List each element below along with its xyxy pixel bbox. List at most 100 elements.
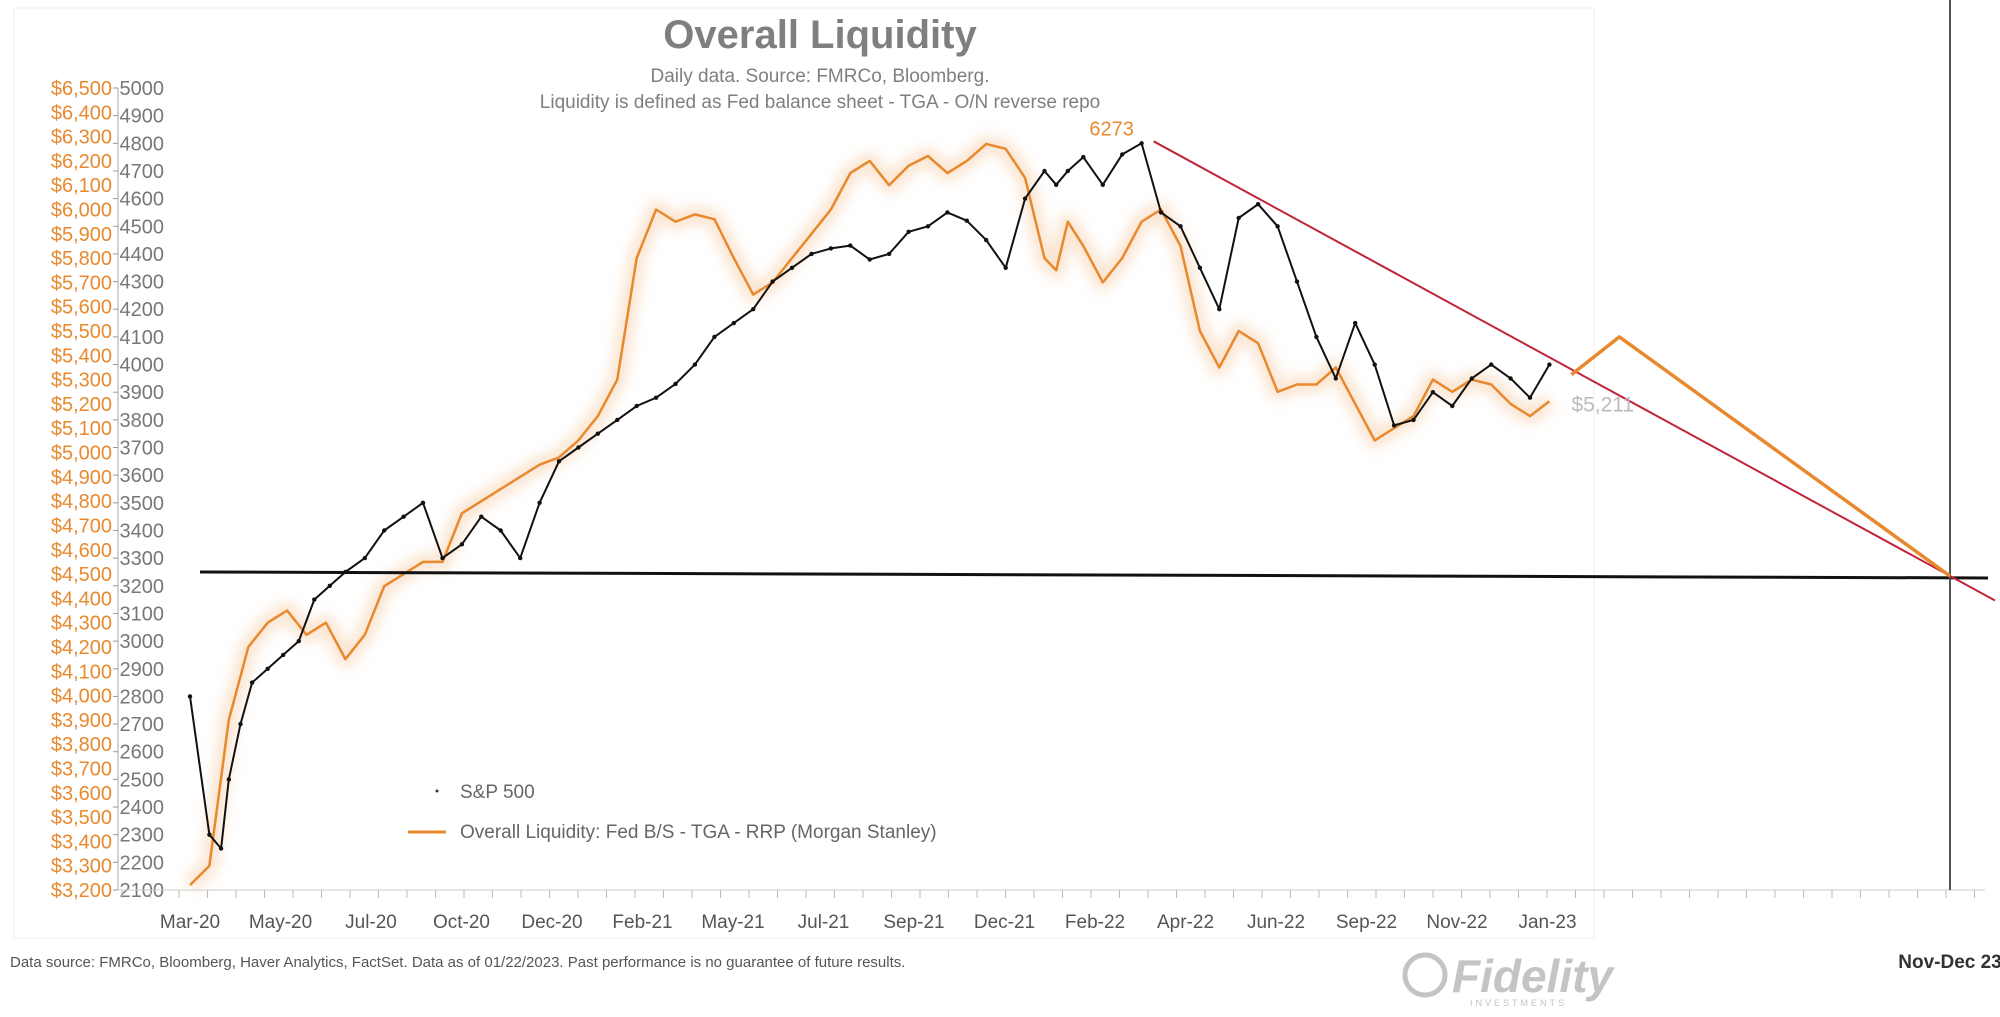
sp500-point xyxy=(886,251,892,257)
left-tick-label: $4,200 xyxy=(51,637,112,659)
sp500-point xyxy=(265,666,270,671)
sp500-series-line xyxy=(189,142,1551,850)
x-tick-label-projection: Nov-Dec 23 xyxy=(1898,952,2000,973)
sp500-point xyxy=(1178,224,1183,229)
sp500-point xyxy=(1139,141,1144,146)
right-tick-label: 4700 xyxy=(120,161,165,183)
left-tick-label: $3,400 xyxy=(51,831,112,853)
peak-label: 6273 xyxy=(1089,118,1134,140)
sp500-point xyxy=(296,638,301,644)
sp500-point xyxy=(518,555,523,561)
sp500-point xyxy=(537,500,542,505)
left-tick-label: $6,200 xyxy=(51,151,112,173)
sp500-point xyxy=(653,395,659,400)
sp500-point xyxy=(420,500,426,505)
right-tick-label: 2200 xyxy=(120,852,165,874)
right-tick-label: 4600 xyxy=(120,189,165,211)
sp500-point xyxy=(1003,265,1008,270)
sp500-point xyxy=(556,459,562,464)
x-tick-label: Jun-22 xyxy=(1247,912,1305,933)
sp500-point xyxy=(1391,423,1397,428)
left-tick-label: $3,500 xyxy=(51,807,112,829)
right-tick-label: 3200 xyxy=(120,576,165,598)
footnote: Data source: FMRCo, Bloomberg, Haver Ana… xyxy=(10,954,905,971)
left-tick-label: $5,100 xyxy=(51,418,112,440)
sp500-point xyxy=(634,403,639,409)
left-tick-label: $6,500 xyxy=(51,78,112,100)
left-tick-label: $5,700 xyxy=(51,272,112,294)
left-tick-label: $4,300 xyxy=(51,613,112,635)
right-tick-label: 3900 xyxy=(120,382,165,404)
logo-globe-icon xyxy=(1402,952,1448,998)
chart-subtitle-1: Daily data. Source: FMRCo, Bloomberg. xyxy=(651,66,990,87)
sp500-point xyxy=(809,251,814,257)
x-tick-label: Dec-21 xyxy=(974,912,1035,933)
legend-marker-sp500 xyxy=(435,789,439,793)
left-tick-label: $5,500 xyxy=(51,321,112,343)
sp500-point xyxy=(1100,182,1106,187)
right-tick-label: 5000 xyxy=(120,78,165,100)
x-tick-label: Nov-22 xyxy=(1426,912,1487,933)
sp500-point xyxy=(1430,390,1436,395)
left-tick-label: $3,800 xyxy=(51,734,112,756)
x-tick-label: Sep-22 xyxy=(1336,912,1397,933)
right-tick-label: 4800 xyxy=(120,133,165,155)
left-tick-label: $5,800 xyxy=(51,248,112,270)
right-tick-label: 4300 xyxy=(120,272,165,294)
sp500-point xyxy=(1508,376,1513,381)
sp500-point xyxy=(1314,334,1319,340)
right-tick-label: 4500 xyxy=(120,216,165,238)
sp500-point xyxy=(731,320,736,326)
sp500-point xyxy=(712,334,717,340)
sp500-point xyxy=(984,237,989,243)
right-tick-label: 4400 xyxy=(120,244,165,266)
x-tick-label: May-20 xyxy=(249,912,312,933)
sp500-point xyxy=(1022,196,1028,201)
left-tick-label: $6,400 xyxy=(51,102,112,124)
left-tick-label: $6,000 xyxy=(51,200,112,222)
sp500-point xyxy=(187,694,193,699)
sp500-point xyxy=(249,680,255,685)
logo-subtext: INVESTMENTS xyxy=(1470,998,1567,1008)
projection-path xyxy=(1570,335,1952,578)
sp500-point xyxy=(945,210,950,215)
right-tick-label: 4200 xyxy=(120,299,165,321)
x-tick-label: Sep-21 xyxy=(883,912,944,933)
right-tick-label: 3000 xyxy=(120,631,165,653)
sp500-point xyxy=(751,307,756,312)
left-tick-label: $5,300 xyxy=(51,370,112,392)
sp500-point xyxy=(1333,376,1339,381)
right-tick-label: 3400 xyxy=(120,520,165,542)
liquidity-series-line xyxy=(189,142,1551,886)
sp500-point xyxy=(479,514,484,519)
x-tick-label: Jan-23 xyxy=(1518,912,1576,933)
sp500-point xyxy=(226,777,231,782)
left-tick-label: $4,800 xyxy=(51,491,112,513)
left-tick-label: $4,100 xyxy=(51,661,112,683)
x-axis: Mar-20 May-20 Jul-20 Oct-20 Dec-20 Feb-21 May-… xyxy=(118,889,2000,973)
legend-label-sp500: S&P 500 xyxy=(460,782,535,803)
left-tick-label: $5,200 xyxy=(51,394,112,416)
left-tick-label: $4,900 xyxy=(51,467,112,489)
x-tick-label: Mar-20 xyxy=(160,912,220,933)
x-tick-label: Feb-21 xyxy=(612,912,672,933)
horizontal-reference-line xyxy=(199,570,1989,580)
left-tick-label: $6,100 xyxy=(51,175,112,197)
right-tick-label: 3100 xyxy=(120,603,165,625)
x-tick-label: Apr-22 xyxy=(1157,912,1214,933)
sp500-point xyxy=(1065,168,1071,174)
sp500-point xyxy=(1120,152,1125,157)
sp500-point xyxy=(218,846,224,851)
left-tick-label: $3,900 xyxy=(51,710,112,732)
x-tick-label: Jul-20 xyxy=(345,912,397,933)
sp500-point xyxy=(327,583,332,588)
x-tick-label: Jul-21 xyxy=(798,912,850,933)
right-tick-label: 3800 xyxy=(120,410,165,432)
left-tick-label: $4,700 xyxy=(51,515,112,537)
fidelity-logo: Fidelity INVESTMENTS xyxy=(1402,950,1615,1008)
sp500-point xyxy=(1527,395,1533,400)
left-axis: $6,500$6,400 $6,300$6,200$6,100 $6,000$5,9… xyxy=(51,78,112,902)
series-layer xyxy=(183,134,1555,892)
sp500-point xyxy=(440,555,445,561)
right-tick-label: 3500 xyxy=(120,493,165,515)
